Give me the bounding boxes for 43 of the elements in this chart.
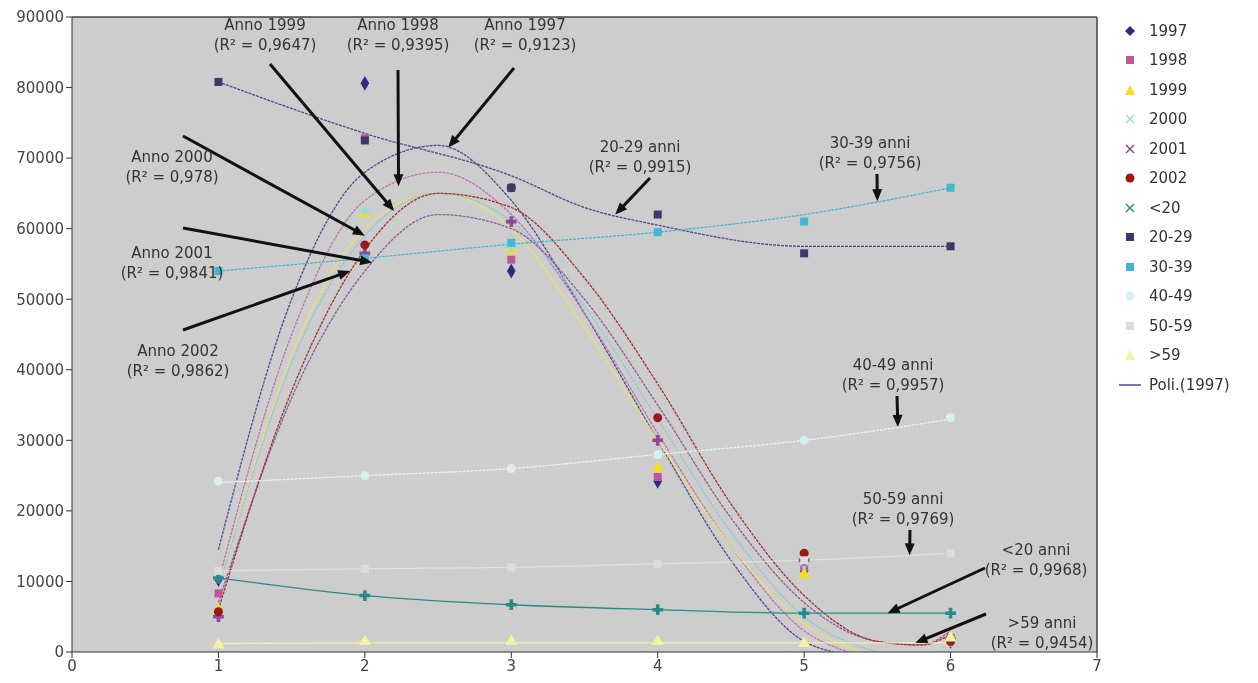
y-tick-label: 60000: [16, 219, 64, 238]
annotation: Anno 1997 (R² = 0,9123): [473, 16, 577, 54]
y-tick-label: 10000: [16, 572, 64, 591]
y-tick-label: 80000: [16, 78, 64, 97]
legend-label: 50-59: [1149, 316, 1193, 335]
x-tick-label: 7: [1092, 656, 1102, 675]
x-tick-label: 0: [67, 656, 77, 675]
y-tick-label: 70000: [16, 149, 64, 168]
x-tick-label: 2: [360, 656, 370, 675]
annotation: 50-59 anni (R² = 0,9769): [851, 490, 955, 528]
legend-label: 40-49: [1149, 287, 1193, 306]
legend-label: 2001: [1149, 139, 1188, 158]
legend-label: <20: [1149, 198, 1181, 217]
annotation: Anno 1999 (R² = 0,9647): [213, 16, 317, 54]
annotation: Anno 2002 (R² = 0,9862): [126, 342, 230, 380]
y-tick-label: 40000: [16, 361, 64, 380]
annotation: 30-39 anni (R² = 0,9756): [818, 134, 922, 172]
x-tick-label: 1: [213, 656, 224, 675]
annotation: Anno 1998 (R² = 0,9395): [346, 16, 450, 54]
x-tick-label: 5: [799, 656, 809, 675]
y-tick-label: 90000: [16, 8, 64, 27]
annotation: 20-29 anni (R² = 0,9915): [588, 138, 692, 176]
x-tick-label: 6: [945, 656, 956, 675]
legend-label: Poli.(1997): [1149, 375, 1230, 394]
annotation: <20 anni (R² = 0,9968): [984, 541, 1088, 579]
legend-label: 30-39: [1149, 257, 1193, 276]
annotation: Anno 2000 (R² = 0,978): [125, 148, 219, 186]
y-tick-label: 50000: [16, 290, 64, 309]
legend-label: 2002: [1149, 169, 1188, 188]
legend-label: >59: [1149, 346, 1181, 365]
y-tick-label: 30000: [16, 431, 64, 450]
legend-label: 1999: [1149, 80, 1188, 99]
x-tick-label: 4: [652, 656, 663, 675]
legend-label: 20-29: [1149, 228, 1193, 247]
x-tick-label: 3: [506, 656, 517, 675]
legend-label: 1997: [1149, 21, 1188, 40]
y-tick-label: 0: [54, 643, 64, 662]
annotation: >59 anni (R² = 0,9454): [990, 614, 1094, 652]
annotation: Anno 2001 (R² = 0,9841): [120, 244, 224, 282]
legend-label: 1998: [1149, 51, 1188, 70]
y-tick-label: 20000: [16, 502, 64, 521]
annotation: 40-49 anni (R² = 0,9957): [841, 356, 945, 394]
legend-label: 2000: [1149, 110, 1188, 129]
